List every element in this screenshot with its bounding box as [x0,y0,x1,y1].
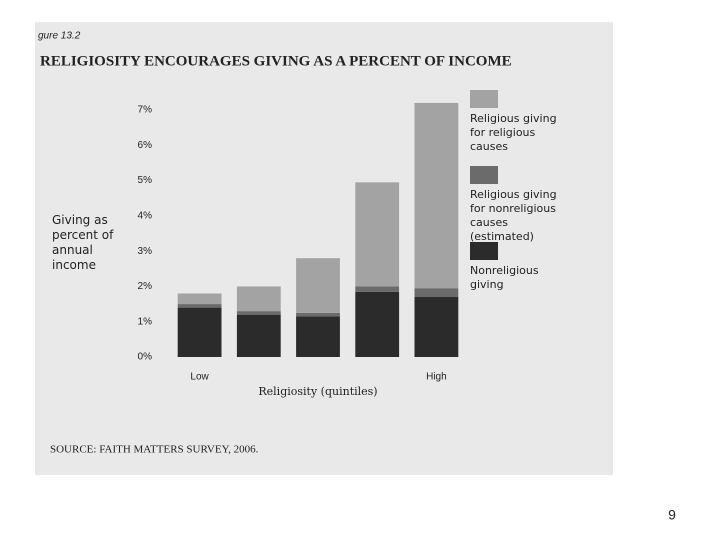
y-tick-label: 3% [138,246,153,257]
y-tick-label: 1% [138,316,153,327]
bar-segment [296,258,340,313]
y-tick-label: 4% [138,210,153,221]
bar-segment [177,307,222,357]
bar-segment [177,304,222,308]
legend-label: Nonreligious giving [470,264,539,291]
page-number: 9 [668,507,676,523]
bar-segment [236,286,281,312]
legend-swatch [470,166,498,184]
y-tick-label: 6% [138,140,153,151]
y-tick-label: 2% [138,281,153,292]
bar-segment [355,286,400,292]
legend-swatch [470,90,498,108]
figure-label: gure 13.2 [38,31,81,42]
y-axis-label: Giving as percent of annual income [52,213,114,272]
bar-segment [414,288,459,298]
bar-segment [414,102,459,289]
bar-segment [177,293,222,305]
bar-segment [296,316,340,357]
bar-segment [236,311,281,315]
y-tick-label: 5% [138,175,153,186]
bar-segment [236,314,281,357]
y-tick-label: 0% [138,352,153,363]
bar-segment [355,182,400,287]
legend-label: Religious giving for religious causes [470,112,557,153]
legend-label: Religious giving for nonreligious causes… [470,188,557,243]
y-tick-label: 7% [138,105,153,116]
scan-background [35,22,613,475]
bar-segment [296,312,340,317]
x-tick-label: High [426,372,447,383]
source: SOURCE: FAITH MATTERS SURVEY, 2006. [50,444,259,456]
legend-swatch [470,242,498,260]
bar-segment [355,291,400,357]
bar-segment [414,297,459,357]
x-tick-label: Low [190,372,209,383]
x-axis-label: Religiosity (quintiles) [258,385,377,398]
chart-title: RELIGIOSITY ENCOURAGES GIVING AS A PERCE… [40,53,512,69]
